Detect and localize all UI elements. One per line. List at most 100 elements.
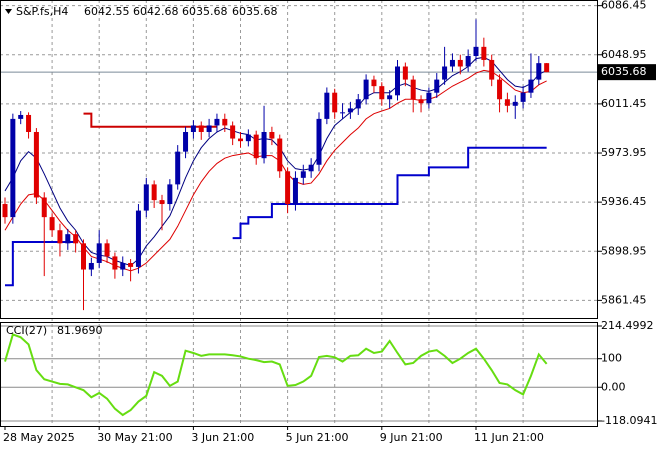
candle-body [49, 217, 55, 231]
candle-body [238, 138, 243, 142]
candle-body [261, 131, 267, 159]
candle-body [33, 131, 39, 198]
header-low: 6035.68 [182, 5, 228, 18]
candle-body [316, 118, 322, 165]
candle-body [489, 59, 495, 80]
candle-body [245, 134, 251, 142]
y-tick-label: -118.0941 [601, 414, 657, 427]
y-tick-label: 6048.95 [601, 48, 647, 61]
header-high: 6042.68 [133, 5, 179, 18]
candle-body [159, 200, 165, 205]
candle-body [104, 243, 110, 257]
candle-body [512, 101, 518, 106]
candle-body [88, 262, 94, 270]
candle-body [57, 230, 63, 244]
y-tick-label: 100 [601, 352, 622, 365]
candle-body [379, 86, 385, 100]
candle-body [402, 66, 408, 80]
candle-body [520, 92, 526, 102]
candle-body [528, 79, 534, 93]
candle-body [300, 171, 306, 178]
x-tick-label: 28 May 2025 [3, 431, 75, 444]
candle-body [277, 138, 283, 172]
candle-body [73, 234, 79, 244]
candle-body [449, 59, 455, 67]
candle-body [183, 131, 189, 152]
y-tick-label: 5936.45 [601, 195, 647, 208]
candle-body [371, 79, 377, 87]
candle-body [112, 256, 118, 270]
cci-title: CCI(27) [6, 324, 47, 337]
candle-body [96, 243, 102, 263]
step-line [5, 146, 547, 287]
candle-body [151, 184, 157, 201]
candle-body [41, 197, 47, 218]
main-frame [0, 0, 598, 319]
candle-body [253, 134, 259, 159]
candle-body [347, 108, 353, 113]
candle-body [214, 118, 220, 126]
cci-line [4, 333, 548, 417]
candle-body [363, 79, 369, 100]
candle-body [418, 99, 424, 104]
candle-body [81, 243, 86, 270]
moving-average [4, 56, 547, 267]
candle-body [426, 92, 432, 104]
text-layer: S&P.fs,H4 6042.55 6042.68 6035.68 6035.6… [3, 0, 657, 444]
candle-body [285, 171, 291, 205]
header-close: 6035.68 [232, 5, 278, 18]
header-arrow [5, 9, 12, 14]
candle-body [332, 92, 338, 113]
candle-body [2, 204, 8, 218]
candle-body [292, 177, 298, 205]
y-tick-label: 6011.45 [601, 97, 647, 110]
candle-body [497, 79, 503, 100]
candle-body [120, 262, 126, 270]
header-symbol: S&P.fs,H4 [16, 5, 68, 18]
candle-body [457, 59, 463, 67]
candle-body [206, 125, 212, 132]
candle-body [135, 210, 141, 267]
candle-body [230, 125, 236, 139]
candle-body [222, 118, 228, 126]
candle-body [128, 262, 134, 267]
candle-body [465, 56, 471, 67]
candle-body [65, 234, 71, 244]
x-tick-label: 30 May 21:00 [97, 431, 172, 444]
candle-body [387, 95, 393, 100]
cci-current: 81.9690 [57, 324, 103, 337]
candle-body [167, 184, 173, 205]
x-tick-label: 9 Jun 21:00 [380, 431, 443, 444]
candle-body [504, 99, 510, 106]
candle-body [395, 66, 400, 96]
candle-body [434, 79, 440, 93]
cci-frame [0, 322, 598, 427]
moving-average [4, 69, 547, 272]
candle-body [26, 114, 32, 132]
candle-body [308, 164, 314, 172]
marks-layer [2, 19, 550, 417]
candle-body [269, 131, 275, 139]
candle-body [198, 125, 204, 132]
candle-body [175, 151, 181, 185]
candle-body [190, 125, 196, 132]
candle-body [481, 46, 487, 60]
y-tick-label: 5898.95 [601, 244, 647, 257]
y-tick-label: 214.4992 [601, 319, 654, 332]
x-tick-label: 11 Jun 21:00 [474, 431, 544, 444]
candle-body [143, 184, 149, 211]
x-tick-label: 3 Jun 21:00 [191, 431, 254, 444]
candle-body [544, 63, 550, 73]
y-tick-label: 5861.45 [601, 293, 647, 306]
price-tag-label: 6035.68 [601, 65, 647, 78]
candle-body [442, 66, 448, 80]
y-tick-label: 5973.95 [601, 146, 647, 159]
candle-body [18, 114, 24, 119]
price-tag [598, 64, 656, 81]
candle-body [473, 46, 479, 57]
candle-body [355, 99, 361, 109]
candle-body [536, 63, 542, 80]
y-tick-label: 6086.45 [601, 0, 647, 12]
